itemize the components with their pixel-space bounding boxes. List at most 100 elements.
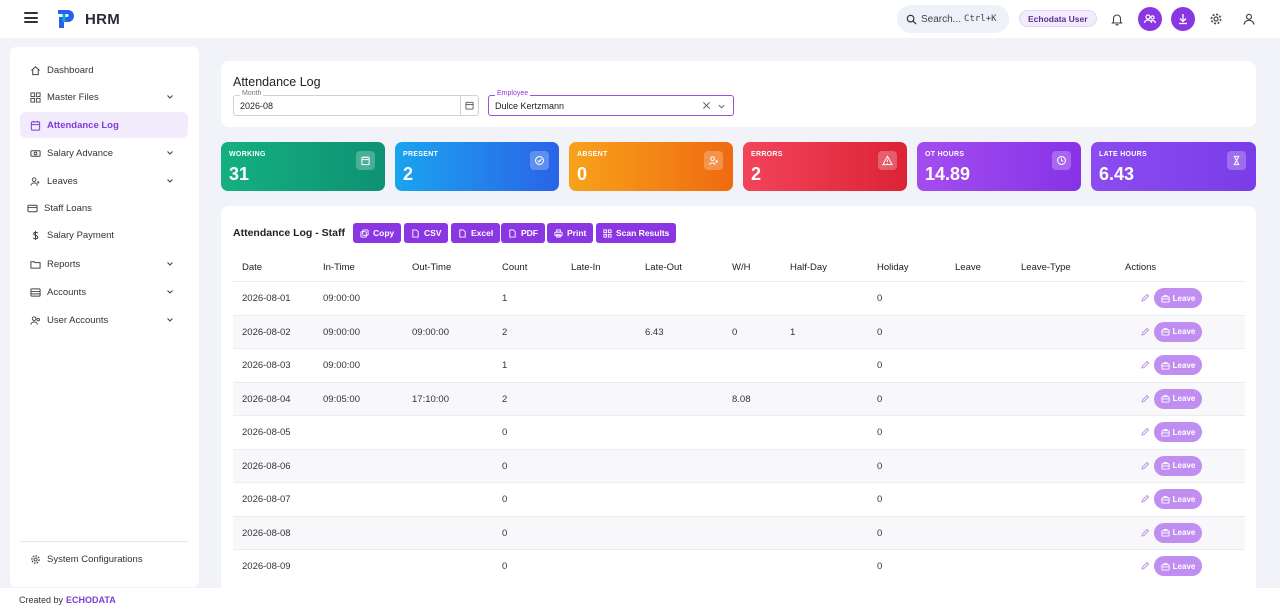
cell-date: 2026-08-08 bbox=[242, 527, 291, 539]
leave-button[interactable]: Leave bbox=[1154, 455, 1202, 476]
edit-icon[interactable] bbox=[1140, 494, 1150, 504]
chevron-down-icon[interactable] bbox=[717, 102, 726, 111]
leave-button[interactable]: Leave bbox=[1154, 355, 1202, 375]
sidebar-item-staff-loans[interactable]: Staff Loans bbox=[20, 195, 188, 221]
sidebar-item-salary-payment[interactable]: Salary Payment bbox=[20, 222, 188, 248]
cell-holiday: 0 bbox=[877, 427, 883, 438]
sidebar-item-system-configurations[interactable]: System Configurations bbox=[20, 546, 188, 572]
sidebar-item-user-accounts[interactable]: User Accounts bbox=[20, 307, 188, 333]
sidebar-item-leaves[interactable]: Leaves bbox=[20, 168, 188, 194]
column-header-late-out[interactable]: Late-Out bbox=[645, 262, 682, 273]
edit-icon[interactable] bbox=[1140, 394, 1150, 404]
edit-icon[interactable] bbox=[1140, 461, 1150, 471]
cell-late-out: 6.43 bbox=[645, 326, 664, 338]
sidebar-item-reports[interactable]: Reports bbox=[20, 251, 188, 277]
pdf-button[interactable]: PDF bbox=[501, 223, 545, 243]
footer-text: Created by bbox=[19, 595, 64, 605]
stat-value: 2 bbox=[751, 164, 762, 184]
cell-holiday: 0 bbox=[877, 527, 883, 539]
table-row: 2026-08-08 0 0 Leave bbox=[233, 515, 1245, 549]
top-bar: HRM Search... Ctrl+K Echodata User bbox=[0, 0, 1280, 38]
notifications-button[interactable] bbox=[1105, 7, 1129, 31]
month-picker-button[interactable] bbox=[460, 96, 478, 115]
leave-button-label: Leave bbox=[1172, 360, 1196, 370]
column-header-out-time[interactable]: Out-Time bbox=[412, 262, 452, 273]
cell-date: 2026-08-03 bbox=[242, 360, 291, 371]
download-button[interactable] bbox=[1171, 7, 1195, 31]
stat-card-working: WORKING 31 bbox=[221, 142, 385, 191]
column-header-count[interactable]: Count bbox=[502, 262, 528, 273]
edit-icon[interactable] bbox=[1140, 561, 1150, 571]
edit-icon[interactable] bbox=[1140, 528, 1150, 538]
clear-icon[interactable] bbox=[702, 101, 711, 110]
column-header-in-time[interactable]: In-Time bbox=[323, 262, 355, 273]
leave-button[interactable]: Leave bbox=[1154, 388, 1202, 409]
sidebar-item-attendance-log[interactable]: Attendance Log bbox=[20, 112, 188, 138]
cell-in-time: 09:00:00 bbox=[323, 326, 360, 338]
sidebar-item-accounts[interactable]: Accounts bbox=[20, 279, 188, 305]
leave-button[interactable]: Leave bbox=[1154, 522, 1202, 543]
team-button[interactable] bbox=[1138, 7, 1162, 31]
edit-icon[interactable] bbox=[1140, 327, 1150, 337]
chevron-down-icon bbox=[167, 290, 173, 294]
calendar-icon bbox=[30, 120, 41, 131]
button-label: Scan Results bbox=[616, 228, 670, 238]
folder-icon bbox=[30, 260, 41, 269]
user-icon bbox=[1243, 13, 1255, 25]
chevron-down-icon bbox=[167, 318, 173, 322]
footer-brand-link[interactable]: ECHODATA bbox=[66, 595, 116, 605]
cell-count: 0 bbox=[502, 460, 508, 472]
sidebar-item-label: System Configurations bbox=[47, 553, 143, 565]
button-label: PDF bbox=[521, 228, 538, 238]
column-header-actions: Actions bbox=[1125, 262, 1157, 273]
search-label: Search... bbox=[921, 13, 962, 25]
chevron-down-icon bbox=[167, 95, 173, 99]
leave-button[interactable]: Leave bbox=[1154, 556, 1202, 576]
sidebar-item-dashboard[interactable]: Dashboard bbox=[20, 57, 188, 83]
settings-button[interactable] bbox=[1204, 7, 1228, 31]
leave-button[interactable]: Leave bbox=[1154, 288, 1202, 308]
copy-icon bbox=[360, 228, 369, 238]
search-button[interactable]: Search... Ctrl+K bbox=[897, 5, 1009, 33]
button-label: Print bbox=[567, 228, 587, 238]
leave-button[interactable]: Leave bbox=[1154, 422, 1202, 442]
table-row: 2026-08-05 0 0 Leave bbox=[233, 415, 1245, 449]
print-button[interactable]: Print bbox=[547, 223, 594, 243]
column-header-late-in[interactable]: Late-In bbox=[571, 262, 601, 273]
leave-button[interactable]: Leave bbox=[1154, 489, 1202, 509]
column-header-leave[interactable]: Leave bbox=[955, 262, 981, 273]
column-header-wh[interactable]: W/H bbox=[732, 262, 751, 273]
month-field[interactable]: Month 2026-08 bbox=[233, 90, 479, 116]
menu-toggle-icon[interactable] bbox=[24, 12, 38, 23]
cell-count: 0 bbox=[502, 561, 508, 572]
cell-count: 0 bbox=[502, 427, 508, 438]
dollar-icon bbox=[32, 230, 39, 240]
edit-icon[interactable] bbox=[1140, 360, 1150, 370]
column-header-half-day[interactable]: Half-Day bbox=[790, 262, 827, 273]
stat-card-errors: ERRORS 2 bbox=[743, 142, 907, 191]
csv-button[interactable]: CSV bbox=[404, 223, 449, 243]
app-logo[interactable]: HRM bbox=[55, 8, 120, 30]
logo-icon bbox=[58, 10, 74, 28]
cell-wh: 0 bbox=[732, 326, 738, 338]
warning-icon bbox=[878, 151, 897, 170]
profile-button[interactable] bbox=[1237, 7, 1261, 31]
sidebar-item-salary-advance[interactable]: Salary Advance bbox=[20, 140, 188, 166]
user-badge[interactable]: Echodata User bbox=[1019, 10, 1097, 27]
leave-button[interactable]: Leave bbox=[1154, 321, 1202, 342]
edit-icon[interactable] bbox=[1140, 293, 1150, 303]
sidebar-item-label: Staff Loans bbox=[44, 202, 92, 214]
column-header-date[interactable]: Date bbox=[242, 262, 263, 273]
leave-button-label: Leave bbox=[1172, 293, 1196, 303]
briefcase-icon bbox=[1161, 395, 1170, 403]
employee-select[interactable]: Employee Dulce Kertzmann bbox=[488, 90, 734, 116]
bell-icon bbox=[1111, 14, 1123, 26]
stat-value: 14.89 bbox=[925, 164, 971, 184]
edit-icon[interactable] bbox=[1140, 427, 1150, 437]
scan-results-button[interactable]: Scan Results bbox=[596, 223, 677, 243]
column-header-leave-type[interactable]: Leave-Type bbox=[1021, 262, 1071, 273]
sidebar-item-master-files[interactable]: Master Files bbox=[20, 84, 188, 110]
copy-button[interactable]: Copy bbox=[353, 223, 402, 243]
excel-button[interactable]: Excel bbox=[451, 223, 501, 243]
column-header-holiday[interactable]: Holiday bbox=[877, 262, 909, 273]
